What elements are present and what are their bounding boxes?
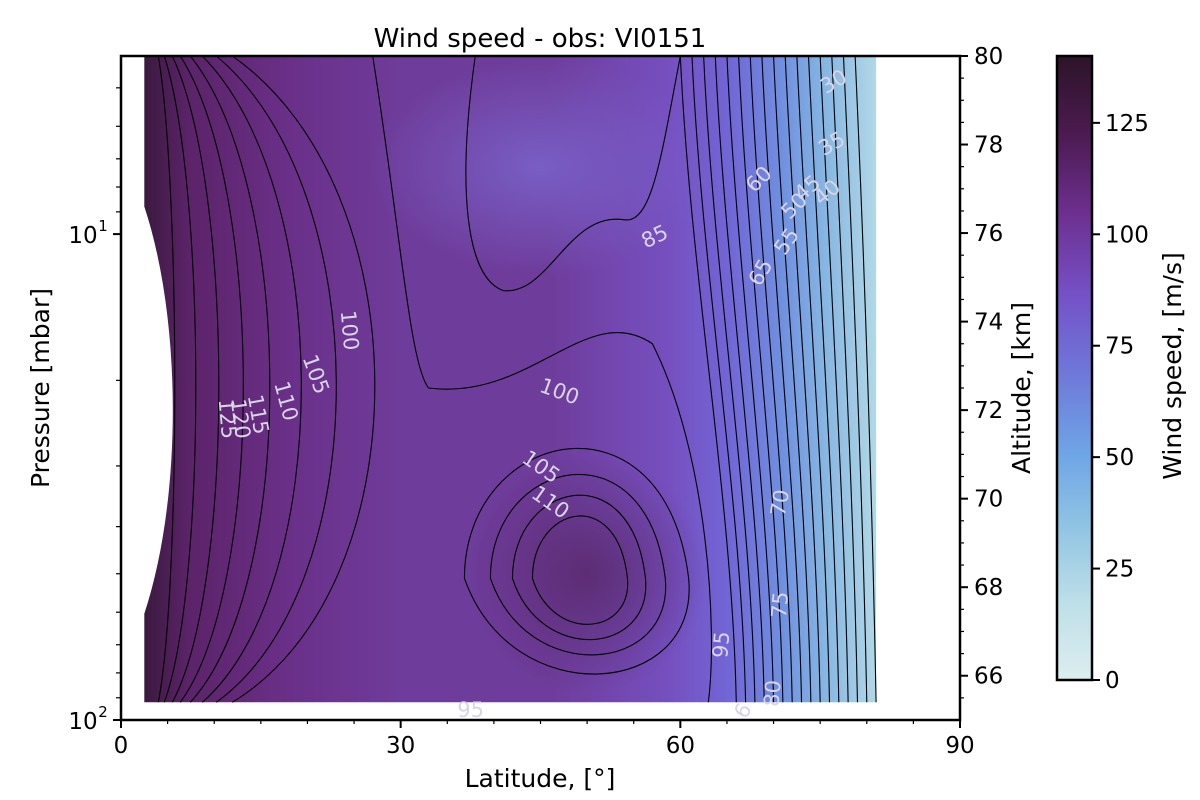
- contour-label: 120: [226, 397, 255, 440]
- contour-label: 80: [759, 679, 785, 708]
- contour-label: 100: [336, 309, 363, 351]
- y-right-tick-label: 68: [974, 575, 1003, 601]
- contour-line: [679, 56, 737, 703]
- contour-line: [201, 56, 302, 703]
- x-tick-label: 30: [386, 733, 415, 759]
- y-right-tick-label: 80: [974, 44, 1003, 70]
- contour-line: [157, 56, 176, 703]
- contour-label: 95: [708, 630, 734, 659]
- contour-line: [842, 56, 868, 703]
- contour-line: [784, 56, 821, 703]
- y-tick-label: 10: [68, 223, 97, 249]
- y-axis-ticks-right: 66 68 70 72 74 76 78 80: [960, 44, 1003, 699]
- colorbar-tick-label: 0: [1105, 668, 1120, 694]
- contour-line: [714, 56, 765, 703]
- contour-line: [761, 56, 803, 703]
- y-right-tick-label: 72: [974, 398, 1003, 424]
- colorbar-tick-label: 100: [1105, 222, 1149, 248]
- contour-line: [831, 56, 859, 703]
- y-right-tick-label: 78: [974, 133, 1003, 159]
- contour-label: 125: [214, 398, 241, 440]
- y-right-tick-label: 66: [974, 664, 1003, 690]
- x-tick-label: 90: [945, 733, 974, 759]
- contour-line: [819, 56, 849, 703]
- contour-line: [726, 56, 775, 703]
- contour-line: [807, 56, 840, 703]
- contour-line: [189, 56, 271, 703]
- y-tick-label: 10: [68, 709, 97, 735]
- contour-line: [489, 473, 666, 656]
- colorbar: [1055, 54, 1094, 682]
- y-right-tick-label: 74: [974, 310, 1003, 336]
- colorbar-tick-label: 125: [1105, 111, 1149, 137]
- y-right-tick-label: 76: [974, 221, 1003, 247]
- contour-line: [854, 56, 877, 703]
- y-tick-exponent: 1: [98, 217, 108, 235]
- contour-line: [691, 56, 747, 703]
- contour-label: 70: [766, 488, 794, 518]
- contour-line: [531, 515, 629, 625]
- contour-line: [372, 56, 712, 703]
- contour-line: [773, 56, 812, 703]
- contour-line: [703, 56, 756, 703]
- colorbar-label: Wind speed, [m/s]: [1158, 252, 1187, 480]
- contour-line: [163, 56, 197, 703]
- contour-line: [796, 56, 831, 703]
- y-axis-label-left: Pressure [mbar]: [26, 288, 55, 488]
- wind-max-core: [467, 453, 708, 694]
- y-tick-exponent: 2: [98, 703, 108, 721]
- colorbar-tick-label: 50: [1105, 445, 1134, 471]
- colorbar-tick-label: 75: [1105, 334, 1134, 360]
- x-axis-label: Latitude, [°]: [465, 764, 616, 793]
- contour-line: [463, 447, 690, 675]
- x-tick-label: 60: [666, 733, 695, 759]
- contour-line: [465, 56, 681, 292]
- chart-title: Wind speed - obs: VI0151: [374, 24, 707, 54]
- contour-label: 95: [457, 698, 484, 722]
- contour-line: [215, 56, 337, 703]
- contour-line: [511, 494, 647, 641]
- contour-lines: [157, 56, 877, 703]
- contour-line: [749, 56, 793, 703]
- contour-label: 75: [767, 590, 793, 619]
- contour-line: [231, 56, 376, 703]
- contour-line: [738, 56, 784, 703]
- x-tick-label: 0: [114, 733, 129, 759]
- upper-lighter-region: [370, 56, 711, 277]
- colorbar-ticks: 0 25 50 75 100 125: [1092, 111, 1149, 694]
- y-right-tick-label: 70: [974, 487, 1003, 513]
- contour-line: [171, 56, 220, 703]
- colorbar-tick-label: 25: [1105, 557, 1134, 583]
- x-axis-ticks: 0 30 60 90: [114, 720, 975, 759]
- y-axis-label-right: Altitude, [km]: [1007, 302, 1036, 474]
- contour-line: [179, 56, 244, 703]
